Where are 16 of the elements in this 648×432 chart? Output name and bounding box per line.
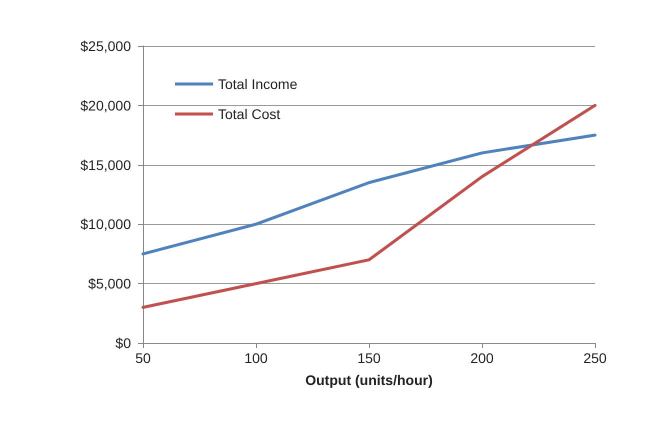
- x-tick-label: 250: [583, 350, 607, 366]
- x-tick-label: 200: [470, 350, 494, 366]
- y-tick-label: $15,000: [80, 156, 132, 173]
- legend-label: Total Cost: [218, 106, 280, 122]
- legend-label: Total Income: [218, 76, 298, 92]
- x-tick-label: 150: [357, 350, 381, 366]
- x-tick-label: 50: [135, 350, 151, 366]
- y-tick-label: $20,000: [80, 97, 132, 114]
- y-tick-label: $5,000: [88, 276, 132, 292]
- y-tick-label: $0: [115, 335, 132, 351]
- y-tick-label: $25,000: [80, 38, 132, 54]
- line-series: [142, 104, 596, 309]
- line-series: [142, 134, 596, 256]
- y-tick-label: $10,000: [80, 216, 132, 232]
- x-tick-label: 100: [244, 350, 268, 366]
- x-axis-title: Output (units/hour): [305, 372, 433, 388]
